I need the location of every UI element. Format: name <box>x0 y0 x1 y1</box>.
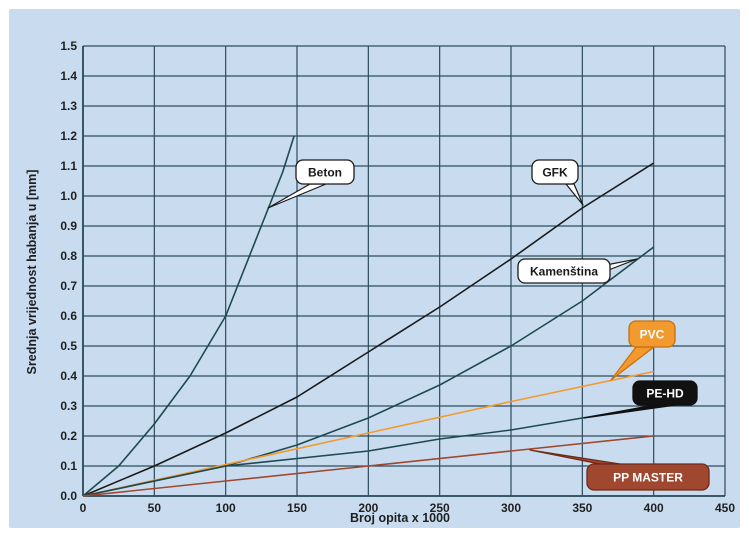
y-axis-label: Srednja vrijednost habanja u [mm] <box>25 170 39 375</box>
y-tick-label: 1.5 <box>60 39 77 53</box>
x-tick-label: 350 <box>572 501 592 515</box>
chart-background <box>9 9 740 528</box>
x-tick-label: 200 <box>358 501 378 515</box>
y-tick-label: 0.8 <box>60 249 77 263</box>
y-tick-label: 0.4 <box>60 369 77 383</box>
callout-box <box>295 159 355 185</box>
callout-kamenstina: Kamenština <box>517 258 638 284</box>
callout-label: PP MASTER <box>613 471 683 485</box>
callout-pvc: PVC <box>610 320 676 381</box>
series-line-pp-master <box>82 435 654 497</box>
callout-label: PVC <box>640 328 665 342</box>
callout-pp-master: PP MASTER <box>529 449 710 491</box>
x-tick-label: 300 <box>501 501 521 515</box>
tick-labels: 0 50 100 150 200 250 300 350 400 450 0.0 0.1 0.2 0.3 0… <box>60 39 735 515</box>
y-tick-label: 0.6 <box>60 309 77 323</box>
x-tick-label: 250 <box>430 501 450 515</box>
x-tick-label: 50 <box>148 501 162 515</box>
series-line-beton <box>82 135 295 497</box>
callout-box <box>632 380 698 406</box>
y-tick-label: 0.7 <box>60 279 77 293</box>
y-tick-label: 1.1 <box>60 159 77 173</box>
x-axis-label: Broj opita x 1000 <box>350 511 450 525</box>
y-tick-label: 1.0 <box>60 189 77 203</box>
callout-label: GFK <box>542 166 568 180</box>
series-line-gfk <box>82 162 655 497</box>
y-tick-label: 0.3 <box>60 399 77 413</box>
y-tick-label: 0.5 <box>60 339 77 353</box>
x-tick-label: 450 <box>715 501 735 515</box>
callout-label: PE-HD <box>646 387 684 401</box>
x-tick-label: 100 <box>216 501 236 515</box>
callout-label: Beton <box>308 166 342 180</box>
callout-gfk: GFK <box>531 159 584 206</box>
series-lines <box>82 135 655 497</box>
y-tick-label: 0.2 <box>60 429 77 443</box>
callout-beton: Beton <box>267 159 355 209</box>
callout-box <box>531 159 579 185</box>
y-tick-label: 1.3 <box>60 99 77 113</box>
callout-pe-hd: PE-HD <box>583 380 698 419</box>
x-tick-label: 150 <box>287 501 307 515</box>
callout-box <box>628 320 676 348</box>
y-tick-label: 0.1 <box>60 459 77 473</box>
y-tick-label: 0.0 <box>60 489 77 503</box>
y-tick-label: 0.9 <box>60 219 77 233</box>
x-tick-label: 0 <box>80 501 87 515</box>
callout-label: Kamenština <box>530 265 598 279</box>
callout-box <box>517 258 611 284</box>
callouts: Beton GFK Kamenština PVC PE-HD PP MASTER <box>267 159 710 491</box>
series-line-pvc <box>82 370 654 497</box>
x-tick-label: 400 <box>644 501 664 515</box>
y-tick-label: 1.2 <box>60 129 77 143</box>
callout-box <box>586 463 710 491</box>
y-tick-label: 1.4 <box>60 69 77 83</box>
series-line-pe-hd <box>82 405 654 497</box>
